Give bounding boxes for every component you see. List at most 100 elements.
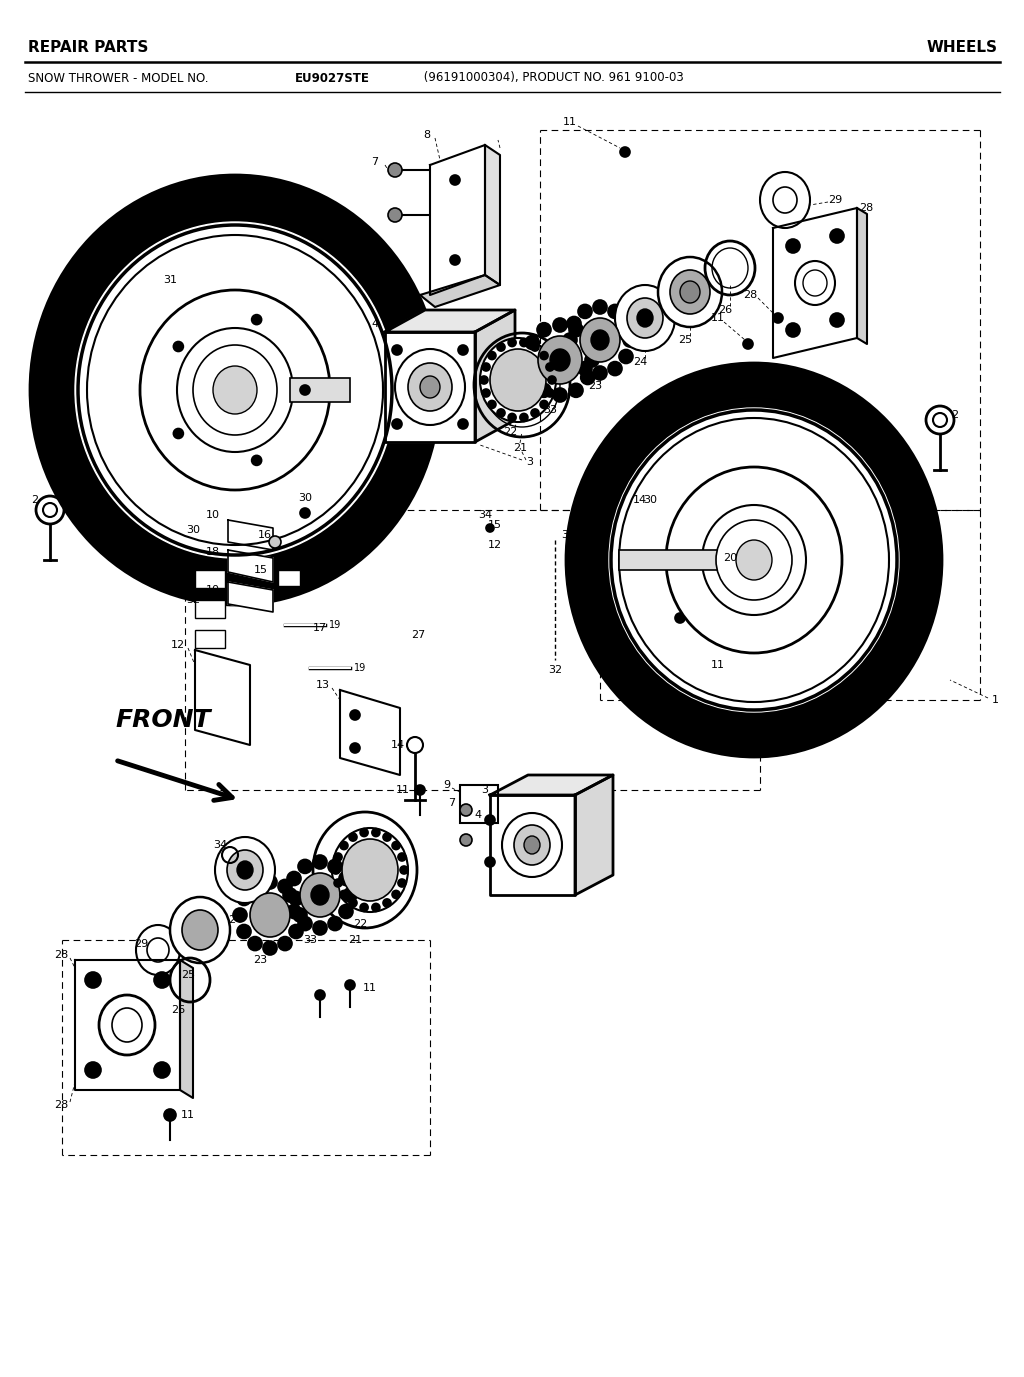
- Circle shape: [313, 855, 327, 869]
- Circle shape: [300, 508, 310, 518]
- Circle shape: [488, 401, 496, 409]
- Circle shape: [540, 351, 548, 359]
- Circle shape: [620, 147, 630, 157]
- Text: 33: 33: [303, 935, 317, 945]
- Circle shape: [85, 1062, 101, 1078]
- Circle shape: [340, 891, 348, 898]
- Circle shape: [521, 353, 535, 368]
- Text: 22: 22: [503, 427, 517, 437]
- Ellipse shape: [30, 175, 440, 605]
- Ellipse shape: [490, 348, 546, 410]
- Ellipse shape: [524, 836, 540, 854]
- Ellipse shape: [342, 839, 398, 901]
- Polygon shape: [665, 560, 720, 644]
- Ellipse shape: [702, 505, 806, 616]
- Text: 4: 4: [396, 457, 403, 467]
- Text: 21: 21: [513, 443, 527, 453]
- Circle shape: [569, 383, 583, 398]
- Ellipse shape: [480, 337, 556, 421]
- Ellipse shape: [87, 235, 383, 545]
- Ellipse shape: [250, 894, 290, 936]
- Bar: [460, 785, 498, 823]
- Text: 30: 30: [186, 525, 200, 536]
- Text: 28: 28: [742, 291, 757, 300]
- Circle shape: [269, 536, 281, 548]
- Circle shape: [486, 525, 494, 532]
- Circle shape: [383, 899, 391, 907]
- Ellipse shape: [591, 330, 609, 350]
- Text: 3: 3: [526, 457, 534, 467]
- Text: 29: 29: [827, 196, 842, 205]
- Circle shape: [480, 376, 488, 384]
- Text: 15: 15: [186, 560, 200, 570]
- Polygon shape: [490, 795, 575, 895]
- Ellipse shape: [736, 540, 772, 580]
- Circle shape: [300, 386, 310, 395]
- Circle shape: [546, 364, 554, 370]
- Ellipse shape: [637, 308, 653, 326]
- Circle shape: [237, 924, 251, 939]
- Circle shape: [392, 346, 402, 355]
- Circle shape: [334, 879, 342, 887]
- Text: FRONT: FRONT: [115, 708, 211, 733]
- Text: 13: 13: [316, 680, 330, 690]
- Circle shape: [339, 905, 353, 918]
- Circle shape: [618, 317, 633, 330]
- Ellipse shape: [215, 837, 275, 903]
- Text: WHEELS: WHEELS: [927, 40, 998, 55]
- Circle shape: [332, 866, 340, 874]
- Ellipse shape: [609, 408, 899, 712]
- Circle shape: [553, 318, 567, 332]
- Text: 24: 24: [633, 357, 647, 368]
- Ellipse shape: [566, 364, 942, 757]
- Circle shape: [392, 841, 400, 850]
- Text: 15: 15: [254, 565, 268, 576]
- Circle shape: [289, 891, 303, 906]
- Circle shape: [830, 313, 844, 326]
- Circle shape: [287, 872, 301, 885]
- Text: 24: 24: [228, 914, 242, 925]
- Polygon shape: [228, 521, 273, 549]
- Circle shape: [730, 665, 740, 675]
- Text: 27: 27: [583, 616, 597, 625]
- Ellipse shape: [182, 910, 218, 950]
- Bar: [195, 631, 225, 649]
- Circle shape: [298, 859, 312, 873]
- Text: 7: 7: [447, 799, 455, 808]
- Ellipse shape: [311, 885, 329, 905]
- Text: 12: 12: [488, 540, 502, 549]
- Ellipse shape: [395, 348, 465, 425]
- Text: 4: 4: [372, 319, 379, 329]
- Text: 12: 12: [171, 640, 185, 650]
- Text: 30: 30: [643, 494, 657, 505]
- Text: 19: 19: [354, 662, 367, 673]
- Circle shape: [398, 879, 406, 887]
- Text: 4: 4: [475, 810, 482, 819]
- Ellipse shape: [580, 318, 620, 362]
- Text: 33: 33: [543, 405, 557, 414]
- Circle shape: [328, 917, 342, 931]
- Circle shape: [252, 456, 261, 465]
- Circle shape: [360, 903, 368, 912]
- Circle shape: [334, 852, 342, 861]
- Circle shape: [383, 833, 391, 841]
- Polygon shape: [430, 145, 485, 295]
- Circle shape: [349, 833, 357, 841]
- Text: 7: 7: [372, 157, 379, 167]
- Text: EU9027STE: EU9027STE: [295, 72, 370, 84]
- Circle shape: [482, 388, 490, 397]
- Circle shape: [278, 880, 292, 894]
- Text: 23: 23: [253, 956, 267, 965]
- Text: 28: 28: [53, 1100, 68, 1110]
- Circle shape: [248, 880, 262, 894]
- Polygon shape: [385, 332, 475, 442]
- Circle shape: [460, 804, 472, 817]
- Polygon shape: [485, 145, 500, 285]
- Ellipse shape: [666, 467, 842, 653]
- Circle shape: [289, 924, 303, 939]
- Circle shape: [350, 711, 360, 720]
- Circle shape: [563, 333, 577, 347]
- Text: (96191000304), PRODUCT NO. 961 9100-03: (96191000304), PRODUCT NO. 961 9100-03: [420, 72, 684, 84]
- Ellipse shape: [615, 285, 675, 351]
- Ellipse shape: [538, 336, 582, 384]
